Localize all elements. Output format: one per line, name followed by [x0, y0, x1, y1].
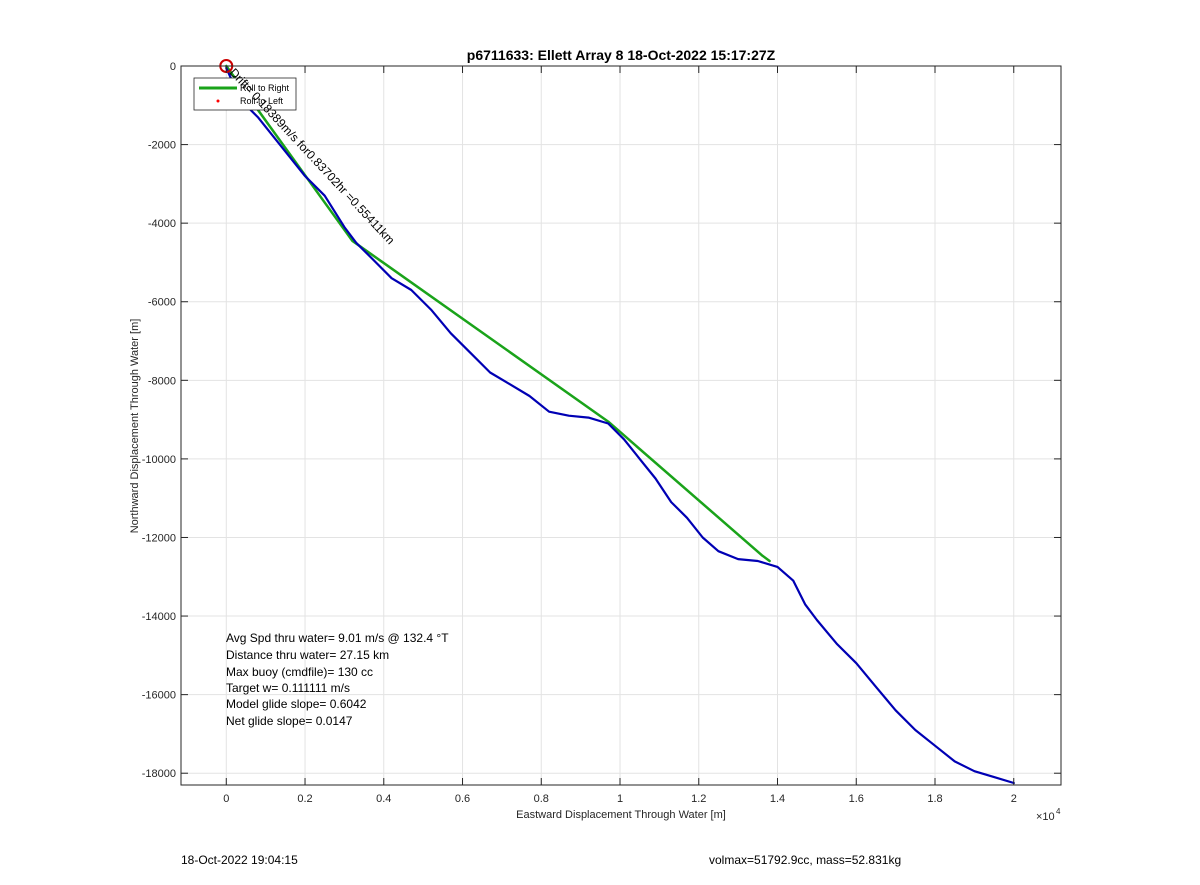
y-axis-label: Northward Displacement Through Water [m] [129, 319, 141, 534]
x-tick-label: 1.4 [770, 793, 785, 805]
x-tick-label: 0.4 [376, 793, 391, 805]
x-tick-label: 0.2 [297, 793, 312, 805]
stat-target-w: Target w= 0.111111 m/s [226, 681, 350, 695]
footer-vol-mass: volmax=51792.9cc, mass=52.831kg [709, 853, 901, 867]
stat-net-glide: Net glide slope= 0.0147 [226, 714, 353, 728]
series-lines [225, 64, 1015, 785]
stat-distance: Distance thru water= 27.15 km [226, 648, 389, 662]
x-tick-label: 1.2 [691, 793, 706, 805]
legend-label-roll-right: Roll to Right [240, 83, 290, 93]
y-tick-label: -16000 [142, 690, 176, 702]
y-tick-label: -18000 [142, 768, 176, 780]
plot-frame [180, 65, 1062, 786]
footer-timestamp: 18-Oct-2022 19:04:15 [181, 853, 298, 867]
legend-box [193, 77, 297, 111]
legend: Roll to Right Roll to Left [193, 77, 297, 111]
x-axis-label: Eastward Displacement Through Water [m] [516, 809, 726, 821]
y-tick-label: -12000 [142, 532, 176, 544]
y-tick-label: -6000 [148, 297, 176, 309]
legend-marker-roll-left [216, 99, 220, 103]
series-line-track [225, 66, 1015, 785]
x-exponent-base: ×10 [1036, 811, 1055, 823]
x-tick-label: 1.6 [849, 793, 864, 805]
x-tick-label: 2 [1011, 793, 1017, 805]
x-tick-label: 1 [617, 793, 623, 805]
plot-area [181, 66, 1061, 785]
x-tick-label: 0.6 [455, 793, 470, 805]
stat-max-buoy: Max buoy (cmdfile)= 130 cc [226, 665, 373, 679]
x-exponent-power: 4 [1056, 807, 1061, 816]
x-tick-label: 0 [223, 793, 229, 805]
y-tick-label: -10000 [142, 454, 176, 466]
y-tick-label: 0 [170, 61, 176, 73]
grid-lines [181, 65, 1061, 785]
x-tick-label: 0.8 [534, 793, 549, 805]
axis-ticks: 0 0.2 0.4 0.6 0.8 1 1.2 1.4 1.6 1.8 2 0 -2000 -4000 -6… [142, 61, 1061, 805]
chart-title: p6711633: Ellett Array 8 18-Oct-2022 15:… [467, 47, 776, 63]
stat-model-glide: Model glide slope= 0.6042 [226, 697, 367, 711]
y-tick-label: -2000 [148, 140, 176, 152]
x-tick-label: 1.8 [927, 793, 942, 805]
stat-avg-speed: Avg Spd thru water= 9.01 m/s @ 132.4 °T [226, 631, 449, 645]
y-tick-label: -8000 [148, 375, 176, 387]
stats-block: Avg Spd thru water= 9.01 m/s @ 132.4 °T … [226, 631, 449, 728]
x-exponent: ×10 4 [1036, 807, 1061, 823]
y-tick-label: -4000 [148, 218, 176, 230]
legend-label-roll-left: Roll to Left [240, 96, 284, 106]
y-tick-label: -14000 [142, 611, 176, 623]
